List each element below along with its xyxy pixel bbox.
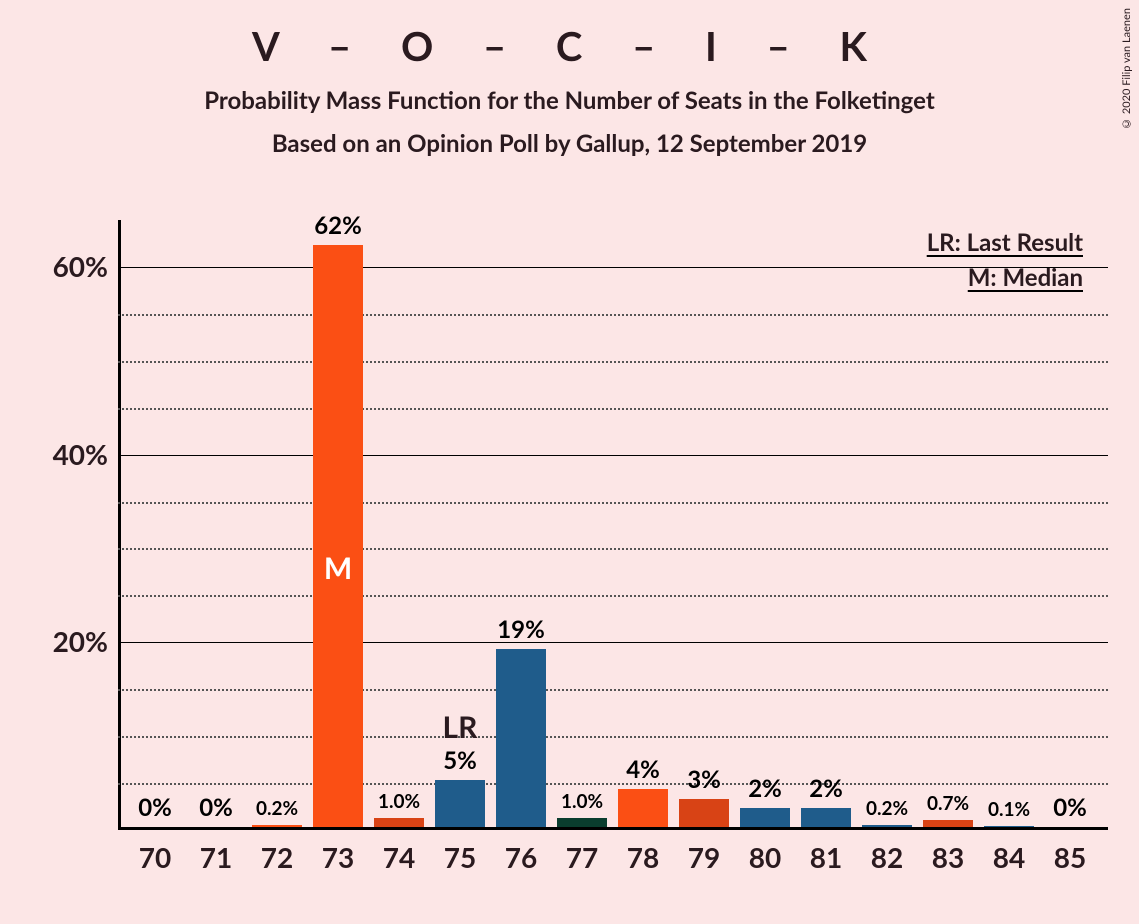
y-axis — [118, 220, 121, 830]
bar — [618, 789, 668, 827]
gridline-minor — [118, 783, 1108, 785]
gridline-major — [118, 267, 1108, 268]
bar — [435, 780, 485, 827]
bar-value-label: 2% — [748, 774, 782, 803]
y-tick-label: 20% — [28, 624, 108, 658]
x-tick-label: 71 — [200, 840, 232, 874]
bar — [984, 826, 1034, 827]
gridline-minor — [118, 408, 1108, 410]
x-tick-label: 81 — [810, 840, 842, 874]
last-result-marker: LR — [443, 709, 478, 745]
chart-plot-area: LR: Last Result M: Median 20%40%60% 0%0%… — [118, 220, 1108, 830]
bar — [374, 818, 424, 827]
x-tick-label: 76 — [505, 840, 537, 874]
x-tick-label: 80 — [749, 840, 781, 874]
bar — [923, 820, 973, 827]
gridline-major — [118, 642, 1108, 643]
bar-value-label: 1.0% — [561, 790, 603, 813]
bar-value-label: 3% — [687, 765, 721, 794]
gridline-minor — [118, 548, 1108, 550]
x-tick-label: 83 — [932, 840, 964, 874]
x-tick-label: 70 — [139, 840, 171, 874]
bar — [740, 808, 790, 827]
bar-value-label: 2% — [809, 774, 843, 803]
chart-legend: LR: Last Result M: Median — [927, 228, 1083, 298]
gridline-minor — [118, 361, 1108, 363]
y-tick-label: 60% — [28, 249, 108, 283]
chart-title: V – O – C – I – K — [0, 0, 1139, 70]
x-tick-label: 85 — [1054, 840, 1086, 874]
bar-value-label: 62% — [314, 211, 362, 240]
x-tick-label: 74 — [383, 840, 415, 874]
bar-value-label: 0.2% — [256, 797, 298, 820]
y-tick-label: 40% — [28, 437, 108, 471]
bar — [313, 245, 363, 827]
bar-value-label: 19% — [497, 615, 545, 644]
bar — [496, 649, 546, 827]
median-marker: M — [324, 550, 352, 586]
x-tick-label: 77 — [566, 840, 598, 874]
x-tick-label: 75 — [444, 840, 476, 874]
gridline-major — [118, 455, 1108, 456]
bar-value-label: 0.7% — [927, 792, 969, 815]
x-tick-label: 84 — [993, 840, 1025, 874]
x-axis — [118, 827, 1108, 830]
x-tick-label: 72 — [261, 840, 293, 874]
gridline-minor — [118, 595, 1108, 597]
bar-value-label: 0.2% — [866, 797, 908, 820]
x-tick-label: 73 — [322, 840, 354, 874]
gridline-minor — [118, 314, 1108, 316]
bar — [801, 808, 851, 827]
x-tick-label: 82 — [871, 840, 903, 874]
bar-value-label: 5% — [443, 746, 477, 775]
x-tick-label: 79 — [688, 840, 720, 874]
bar — [252, 825, 302, 827]
x-tick-label: 78 — [627, 840, 659, 874]
bar-value-label: 0% — [199, 793, 233, 822]
gridline-minor — [118, 689, 1108, 691]
copyright-text: © 2020 Filip van Laenen — [1120, 8, 1133, 130]
gridline-minor — [118, 502, 1108, 504]
bar-value-label: 4% — [626, 755, 660, 784]
bar-value-label: 0.1% — [988, 798, 1030, 821]
legend-lr: LR: Last Result — [927, 228, 1083, 257]
bar — [557, 818, 607, 827]
bar — [679, 799, 729, 827]
gridline-minor — [118, 736, 1108, 738]
chart-subtitle-2: Based on an Opinion Poll by Gallup, 12 S… — [0, 129, 1139, 158]
bar-value-label: 0% — [138, 793, 172, 822]
bar-value-label: 1.0% — [378, 790, 420, 813]
chart-subtitle-1: Probability Mass Function for the Number… — [0, 86, 1139, 115]
bar-value-label: 0% — [1053, 793, 1087, 822]
bar — [862, 825, 912, 827]
